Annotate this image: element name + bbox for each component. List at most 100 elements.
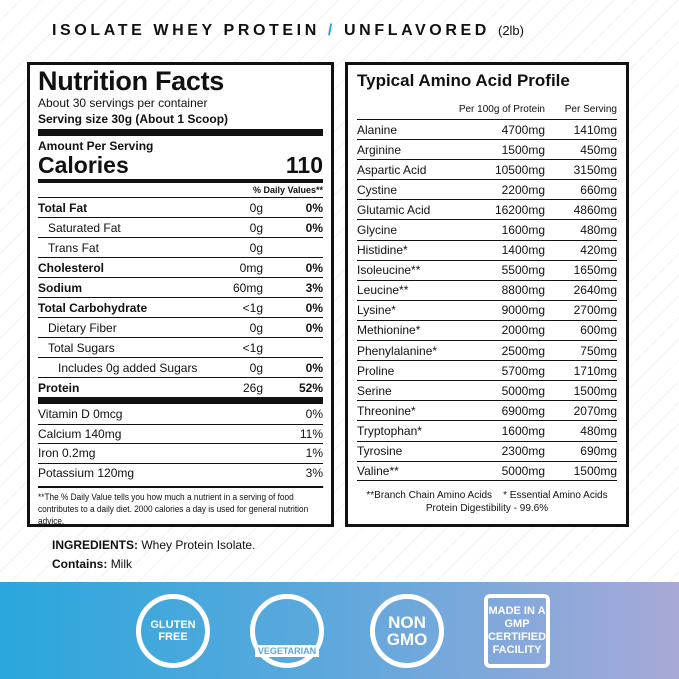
nutrient-amount: 0g <box>249 360 263 375</box>
amino-per-serving: 450mg <box>580 142 617 157</box>
amino-per-serving: 1710mg <box>573 363 617 378</box>
servings-per-container: About 30 servings per container <box>38 96 208 110</box>
amino-per100: 1600mg <box>501 223 545 238</box>
amino-per-serving: 4860mg <box>573 202 617 217</box>
nutrient-row: Cholesterol 0mg 0% <box>38 257 323 277</box>
nutrient-dv: 0% <box>305 260 323 275</box>
amino-name: Leucine** <box>357 283 409 298</box>
amino-row: Glycine 1600mg 480mg <box>357 219 617 239</box>
nutrition-title: Nutrition Facts <box>38 66 225 96</box>
vitamin-name: Iron 0.2mg <box>38 446 96 461</box>
amino-row: Methionine* 2000mg 600mg <box>357 319 617 340</box>
amino-name: Alanine <box>357 122 398 137</box>
size: (2lb) <box>497 23 524 38</box>
amino-row: Serine 5000mg 1500mg <box>357 380 617 400</box>
flavor: UNFLAVORED <box>344 22 490 39</box>
amino-per-serving: 1500mg <box>573 383 617 398</box>
calories-value: 110 <box>285 152 323 178</box>
nutrient-name: Total Sugars <box>48 340 115 355</box>
amino-row: Histidine* 1400mg 420mg <box>357 239 617 260</box>
ingredients: INGREDIENTS: Whey Protein Isolate. <box>52 538 255 553</box>
digestibility: Protein Digestibility - 99.6% <box>425 502 549 514</box>
gluten-free-wheat-icon: GLUTEN FREE <box>136 594 210 668</box>
amino-per-serving: 1500mg <box>573 463 617 478</box>
amino-name: Isoleucine** <box>357 263 421 278</box>
nutrient-amount: 0g <box>249 220 263 235</box>
amino-footnote: **Branch Chain Amino Acids * Essential A… <box>366 489 608 501</box>
amino-per100: 16200mg <box>494 202 545 217</box>
daily-value-footnote: **The % Daily Value tells you how much a… <box>38 486 324 527</box>
vitamin-row: Potassium 120mg 3% <box>38 462 323 483</box>
amino-name: Glutamic Acid <box>357 202 431 217</box>
vitamin-row: Iron 0.2mg 1% <box>38 443 323 463</box>
amino-per100: 10500mg <box>494 162 545 177</box>
product-name: ISOLATE WHEY PROTEIN <box>52 22 320 39</box>
divider <box>38 129 323 136</box>
nutrient-name: Dietary Fiber <box>48 320 117 335</box>
nutrient-amount: <1g <box>242 300 263 315</box>
divider <box>38 397 323 404</box>
contains: Contains: Milk <box>52 557 132 572</box>
amino-row: Leucine** 8800mg 2640mg <box>357 279 617 300</box>
nutrient-row: Saturated Fat 0g 0% <box>38 217 323 237</box>
amino-per100: 5500mg <box>501 263 545 278</box>
nutrient-dv: 0% <box>305 320 323 335</box>
badge-label: MADE IN A GMP CERTIFIED FACILITY <box>487 605 547 656</box>
vegetarian-leaf-icon: VEGETARIAN <box>250 594 324 668</box>
amino-per100: 5000mg <box>501 463 545 478</box>
amino-per-serving: 600mg <box>580 323 617 338</box>
nutrient-amount: 0mg <box>239 260 263 275</box>
amino-acid-panel: Typical Amino Acid Profile Per 100g of P… <box>345 62 629 527</box>
nutrient-row: Sodium 60mg 3% <box>38 277 323 297</box>
amino-per-serving: 480mg <box>580 423 617 438</box>
amino-per-serving: 750mg <box>580 343 617 358</box>
amino-row: Lysine* 9000mg 2700mg <box>357 299 617 320</box>
nutrient-name: Total Fat <box>38 200 88 215</box>
nutrient-row: Trans Fat 0g <box>38 237 323 257</box>
nutrient-name: Sodium <box>38 280 82 295</box>
nutrient-name: Trans Fat <box>48 240 99 255</box>
amino-row: Threonine* 6900mg 2070mg <box>357 400 617 420</box>
amino-per-serving: 1410mg <box>573 122 617 137</box>
contains-label: Contains: <box>52 557 108 571</box>
amino-per100: 2200mg <box>501 182 545 197</box>
amino-per-serving: 2700mg <box>573 303 617 318</box>
amino-row: Alanine 4700mg 1410mg <box>357 119 617 139</box>
amino-per-serving: 660mg <box>580 182 617 197</box>
non-gmo-leaf-icon: NON GMO <box>370 594 444 668</box>
gmp-certified-icon: MADE IN A GMP CERTIFIED FACILITY <box>484 594 550 668</box>
amino-name: Arginine <box>357 142 402 157</box>
ingredients-label: INGREDIENTS: <box>52 538 139 552</box>
amino-per100: 1600mg <box>501 423 545 438</box>
certification-band: GLUTEN FREE VEGETARIAN NON GMO MADE IN A… <box>0 582 679 679</box>
amino-name: Tryptophan* <box>357 423 422 438</box>
vitamin-name: Calcium 140mg <box>38 426 122 441</box>
amino-per100: 8800mg <box>501 283 545 298</box>
amino-name: Tyrosine <box>357 444 403 459</box>
amino-name: Proline <box>357 363 395 378</box>
amino-name: Methionine* <box>357 323 421 338</box>
amino-per-serving: 2640mg <box>573 283 617 298</box>
amino-per100: 1500mg <box>501 142 545 157</box>
badge-label: NON GMO <box>386 613 428 649</box>
vitamin-dv: 1% <box>305 446 323 461</box>
nutrient-amount: 0g <box>249 240 263 255</box>
amino-row: Aspartic Acid 10500mg 3150mg <box>357 159 617 179</box>
title-separator: / <box>327 22 336 39</box>
contains-value: Milk <box>110 557 133 571</box>
amino-name: Serine <box>357 383 392 398</box>
nutrient-row: Total Sugars <1g <box>38 337 323 357</box>
vitamin-dv: 3% <box>305 465 323 480</box>
nutrient-dv: 0% <box>305 300 323 315</box>
amino-row: Tryptophan* 1600mg 480mg <box>357 420 617 440</box>
calories-label: Calories <box>38 152 129 178</box>
nutrient-name: Includes 0g added Sugars <box>58 360 198 375</box>
vitamin-name: Potassium 120mg <box>38 465 135 480</box>
nutrient-name: Saturated Fat <box>48 220 121 235</box>
vitamin-row: Calcium 140mg 11% <box>38 423 323 444</box>
amino-row: Cystine 2200mg 660mg <box>357 179 617 199</box>
nutrient-dv: 0% <box>305 200 323 215</box>
amino-per-serving: 690mg <box>580 444 617 459</box>
amino-per100: 1400mg <box>501 243 545 258</box>
nutrient-name: Total Carbohydrate <box>38 300 148 315</box>
